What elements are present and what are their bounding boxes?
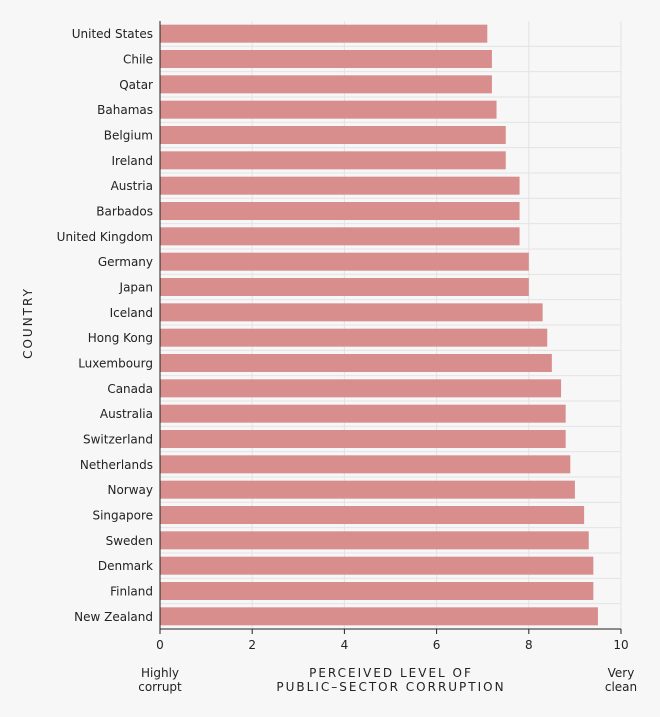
bar	[160, 556, 594, 575]
x-axis-left-caption-line: corrupt	[138, 680, 182, 694]
y-tick-label: Singapore	[92, 509, 153, 523]
x-tick-label: 6	[433, 638, 441, 652]
bar	[160, 531, 589, 550]
bar	[160, 607, 598, 626]
x-tick-label: 8	[525, 638, 533, 652]
y-tick-label: New Zealand	[74, 610, 153, 624]
y-tick-label: Sweden	[106, 534, 153, 548]
y-tick-label: Germany	[98, 255, 153, 269]
bar	[160, 252, 529, 271]
y-axis-title: COUNTRY	[21, 287, 35, 359]
x-axis-right-caption-line: clean	[604, 680, 638, 694]
x-axis-left-caption: Highly corrupt	[138, 666, 182, 694]
y-tick-label: United Kingdom	[57, 230, 153, 244]
bar	[160, 50, 492, 68]
bar	[160, 126, 506, 144]
bar	[160, 176, 520, 195]
y-tick-label: Bahamas	[97, 103, 153, 117]
bar	[160, 455, 571, 474]
y-tick-label: Barbados	[96, 205, 153, 219]
y-tick-label: Netherlands	[80, 458, 153, 472]
bar	[160, 404, 566, 423]
y-tick-label: Qatar	[119, 78, 153, 92]
bar	[160, 227, 520, 246]
bar	[160, 379, 562, 398]
x-axis-right-caption: Very clean	[605, 666, 637, 694]
y-tick-label: Iceland	[110, 306, 153, 320]
bar	[160, 480, 575, 499]
bar	[160, 202, 520, 220]
y-tick-label: Luxembourg	[78, 357, 153, 371]
y-tick-label: Austria	[111, 179, 153, 193]
x-axis-title-line: PERCEIVED LEVEL OF	[309, 666, 473, 680]
x-axis-right-caption-line: Very	[607, 666, 635, 680]
y-tick-label: United States	[72, 27, 153, 41]
x-tick-label: 4	[341, 638, 349, 652]
y-tick-label: Australia	[100, 407, 153, 421]
y-tick-label: Denmark	[98, 559, 153, 573]
bar	[160, 506, 585, 524]
bar	[160, 303, 543, 322]
y-tick-label: Belgium	[104, 129, 153, 143]
y-tick-label: Hong Kong	[88, 331, 153, 345]
y-tick-label: Japan	[119, 281, 153, 295]
x-tick-label: 2	[248, 638, 256, 652]
x-axis-title-line: PUBLIC–SECTOR CORRUPTION	[276, 680, 506, 694]
y-tick-label: Chile	[123, 53, 153, 67]
y-tick-label: Switzerland	[83, 433, 153, 447]
bar	[160, 582, 594, 600]
x-tick-label: 10	[613, 638, 628, 652]
y-tick-label: Ireland	[111, 154, 153, 168]
bar	[160, 278, 529, 296]
bar	[160, 151, 506, 170]
bar	[160, 354, 552, 372]
bar	[160, 100, 497, 119]
x-axis-left-caption-line: Highly	[140, 666, 179, 680]
x-axis-title: PERCEIVED LEVEL OF PUBLIC–SECTOR CORRUPT…	[276, 666, 505, 694]
x-tick-label: 0	[156, 638, 164, 652]
bar	[160, 24, 488, 43]
bar	[160, 430, 566, 448]
bar	[160, 328, 548, 347]
y-tick-label: Norway	[107, 483, 153, 497]
y-tick-label: Canada	[107, 382, 153, 396]
bar	[160, 75, 492, 94]
y-tick-label: Finland	[110, 585, 153, 599]
